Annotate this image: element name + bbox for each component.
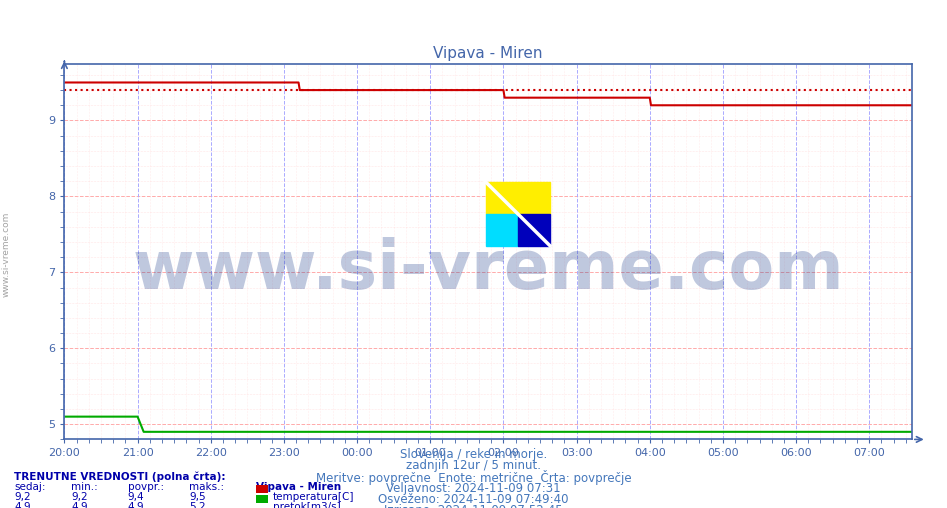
Bar xyxy=(518,214,550,246)
Bar xyxy=(486,214,518,246)
Text: Vipava - Miren: Vipava - Miren xyxy=(256,482,341,492)
Text: Izrisano: 2024-11-09 07:52:45: Izrisano: 2024-11-09 07:52:45 xyxy=(384,504,563,508)
Text: 5,2: 5,2 xyxy=(189,502,206,508)
Text: www.si-vreme.com: www.si-vreme.com xyxy=(1,211,10,297)
Text: temperatura[C]: temperatura[C] xyxy=(273,492,354,502)
Bar xyxy=(518,182,550,214)
Text: sedaj:: sedaj: xyxy=(14,482,45,492)
Text: maks.:: maks.: xyxy=(189,482,224,492)
Bar xyxy=(486,182,518,214)
Text: pretok[m3/s]: pretok[m3/s] xyxy=(273,502,341,508)
Text: 9,2: 9,2 xyxy=(71,492,88,502)
Text: povpr.:: povpr.: xyxy=(128,482,164,492)
Text: Osveženo: 2024-11-09 07:49:40: Osveženo: 2024-11-09 07:49:40 xyxy=(378,493,569,506)
Text: 9,4: 9,4 xyxy=(128,492,145,502)
Text: Slovenija / reke in morje.: Slovenija / reke in morje. xyxy=(400,448,547,461)
Text: 4,9: 4,9 xyxy=(128,502,145,508)
Text: Veljavnost: 2024-11-09 07:31: Veljavnost: 2024-11-09 07:31 xyxy=(386,482,561,495)
Text: www.si-vreme.com: www.si-vreme.com xyxy=(133,237,844,303)
Text: Meritve: povprečne  Enote: metrične  Črta: povprečje: Meritve: povprečne Enote: metrične Črta:… xyxy=(315,470,632,486)
Title: Vipava - Miren: Vipava - Miren xyxy=(434,46,543,61)
Text: 4,9: 4,9 xyxy=(71,502,88,508)
Text: 4,9: 4,9 xyxy=(14,502,31,508)
Text: TRENUTNE VREDNOSTI (polna črta):: TRENUTNE VREDNOSTI (polna črta): xyxy=(14,471,225,482)
Text: 9,2: 9,2 xyxy=(14,492,31,502)
Text: min.:: min.: xyxy=(71,482,98,492)
Text: zadnjih 12ur / 5 minut.: zadnjih 12ur / 5 minut. xyxy=(406,459,541,472)
Text: 9,5: 9,5 xyxy=(189,492,206,502)
